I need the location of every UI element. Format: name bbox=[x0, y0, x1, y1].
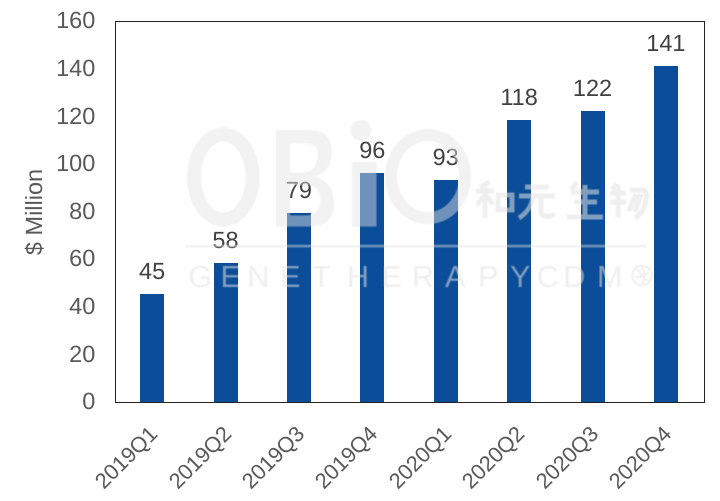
svg-text:GENETHERAPYCDM: GENETHERAPYCDM bbox=[188, 260, 622, 294]
